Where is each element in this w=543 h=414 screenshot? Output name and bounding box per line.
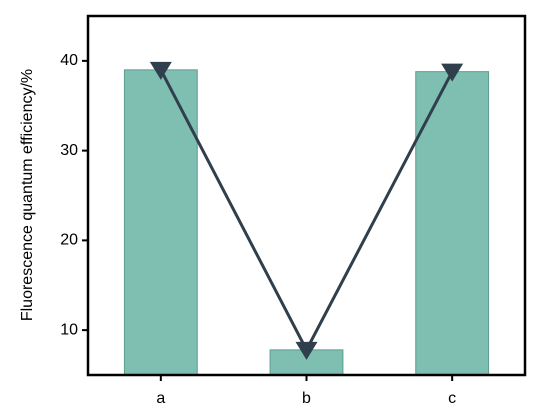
y-tick-label: 20 bbox=[60, 232, 78, 249]
x-tick-label: a bbox=[156, 390, 165, 407]
marker bbox=[295, 341, 318, 360]
x-tick-label: c bbox=[448, 390, 456, 407]
bar bbox=[415, 71, 490, 376]
y-tick-label: 40 bbox=[60, 52, 78, 69]
x-tick-label: b bbox=[302, 390, 311, 407]
plot-frame bbox=[86, 14, 527, 377]
line bbox=[159, 69, 454, 354]
marker bbox=[441, 63, 464, 82]
y-tick-label: 10 bbox=[60, 321, 78, 338]
y-axis-label: Fluorescence quantum efficiency/% bbox=[19, 69, 36, 321]
marker bbox=[149, 61, 172, 80]
y-tick-label: 30 bbox=[60, 142, 78, 159]
